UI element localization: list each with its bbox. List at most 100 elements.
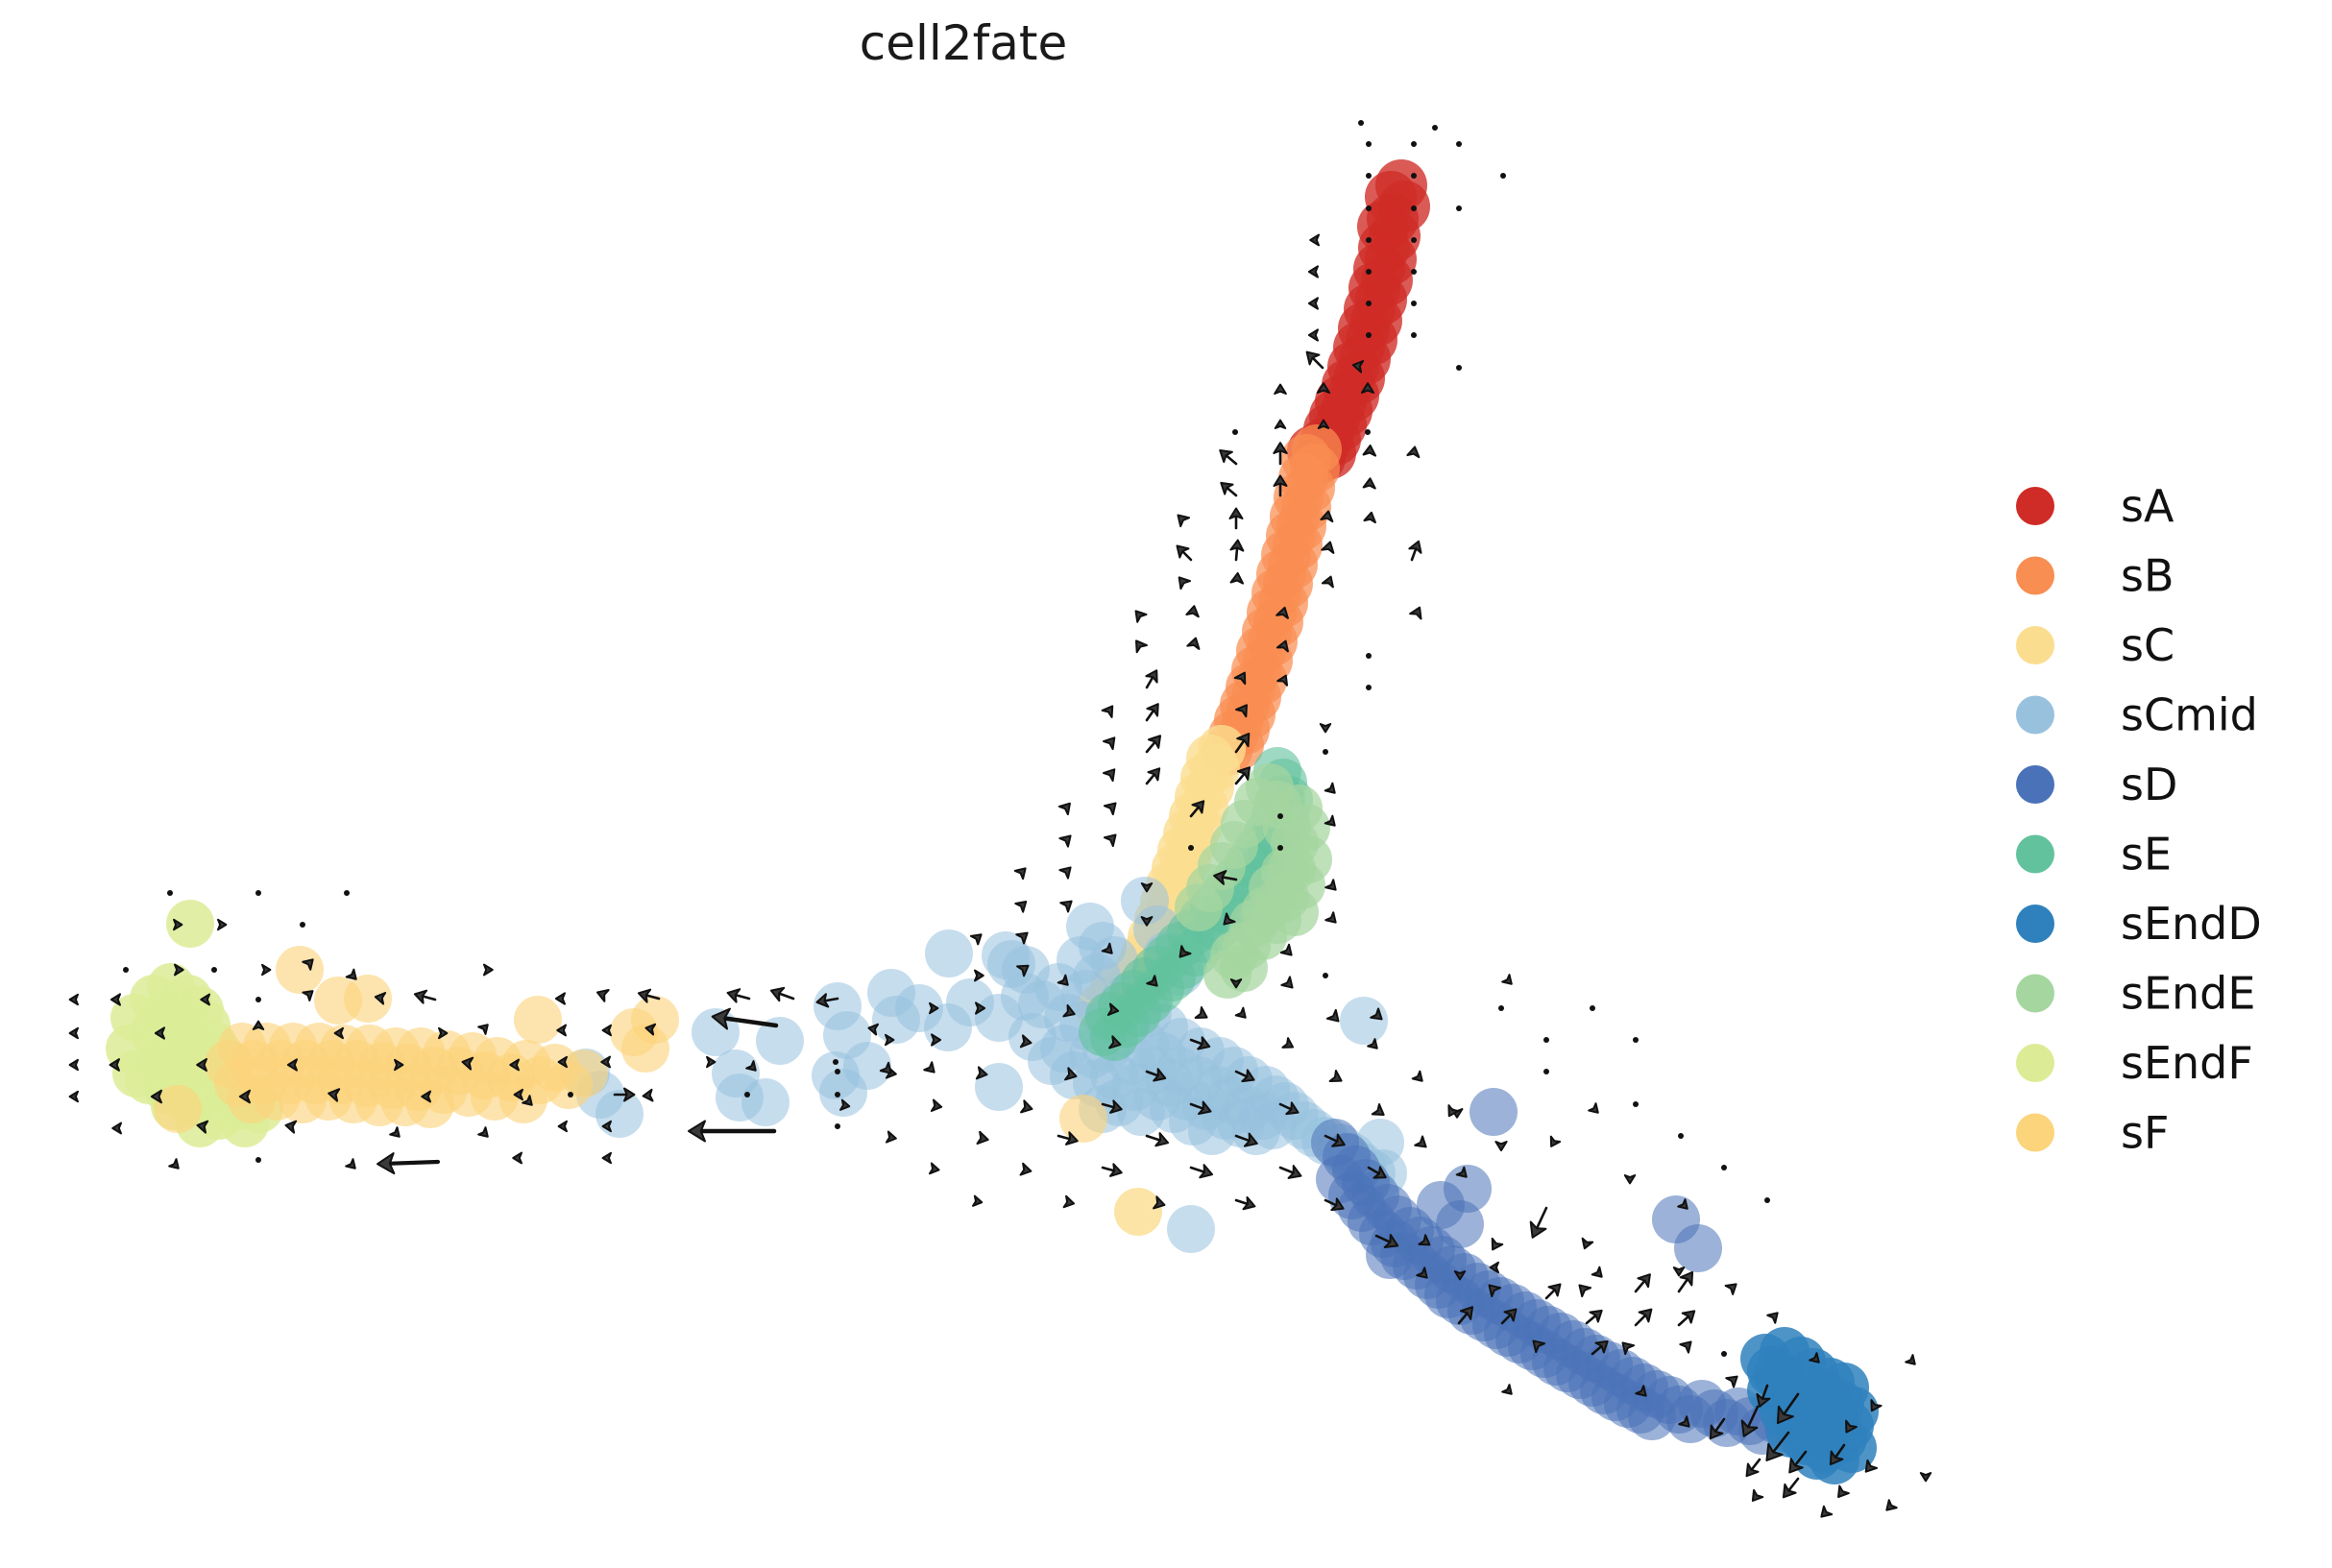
velocity-arrow: [174, 963, 184, 977]
velocity-arrow: [1275, 639, 1289, 653]
velocity-dot: [1678, 1133, 1684, 1139]
scatter-point: [621, 1025, 669, 1073]
velocity-dot: [255, 997, 261, 1002]
velocity-arrow: [1585, 1309, 1603, 1325]
velocity-arrow: [923, 1061, 935, 1073]
velocity-arrow: [477, 1126, 489, 1138]
velocity-arrow: [1101, 1099, 1123, 1114]
velocity-dot: [1543, 1037, 1549, 1043]
scatter-point: [1175, 883, 1223, 931]
velocity-arrow: [1317, 419, 1330, 429]
velocity-arrow: [972, 1194, 984, 1207]
velocity-arrow: [885, 1130, 897, 1144]
scatter-point: [1059, 1095, 1107, 1143]
scatter-point: [1366, 1231, 1414, 1279]
velocity-arrow: [513, 1088, 523, 1101]
velocity-arrow: [1178, 945, 1192, 958]
velocity-arrow: [1776, 1392, 1800, 1425]
velocity-dot: [1323, 973, 1328, 978]
velocity-arrow: [1145, 767, 1161, 785]
legend-label-sEndF: sEndF: [2121, 1037, 2253, 1089]
velocity-arrow: [1234, 1069, 1255, 1083]
velocity-dot: [1411, 269, 1417, 275]
velocity-arrow: [601, 1024, 612, 1037]
velocity-arrow: [1414, 1135, 1427, 1148]
velocity-arrow: [1745, 1458, 1761, 1478]
velocity-arrow: [68, 993, 79, 1006]
legend-item-sC: sC: [2016, 619, 2174, 671]
velocity-arrow: [1178, 576, 1192, 591]
velocity-arrow: [252, 1020, 265, 1030]
velocity-arrow: [1782, 1477, 1800, 1499]
velocity-arrow: [302, 958, 314, 971]
velocity-arrow: [1235, 704, 1248, 718]
velocity-arrow: [1756, 1384, 1771, 1408]
velocity-arrow: [1829, 1443, 1846, 1466]
velocity-arrow: [1328, 1070, 1343, 1082]
velocity-arrow: [1320, 510, 1334, 523]
velocity-arrow: [1057, 1131, 1079, 1146]
velocity-arrow: [109, 993, 121, 1006]
velocity-arrow: [1677, 1270, 1694, 1293]
legend-swatch-sA: [2016, 487, 2054, 525]
velocity-arrow: [557, 1055, 568, 1069]
velocity-arrow: [975, 1001, 986, 1015]
velocity-dot: [1721, 1351, 1727, 1357]
velocity-arrow: [642, 1088, 654, 1102]
velocity-arrow: [1709, 1417, 1726, 1440]
velocity-arrow: [1870, 1399, 1883, 1412]
scatter-point: [344, 975, 392, 1023]
velocity-arrow: [1489, 1261, 1499, 1274]
velocity-arrow: [1677, 1310, 1696, 1327]
velocity-arrow: [1766, 1312, 1779, 1324]
velocity-arrow: [557, 1120, 568, 1133]
velocity-dot: [167, 890, 173, 896]
velocity-arrow: [974, 969, 984, 982]
scatter-point: [1203, 951, 1251, 999]
legend-label-sEndD: sEndD: [2121, 898, 2262, 950]
velocity-dot: [300, 922, 305, 928]
velocity-arrow: [1057, 974, 1069, 986]
velocity-arrow: [1176, 544, 1193, 562]
legend-swatch-sF: [2016, 1113, 2054, 1152]
velocity-arrow: [302, 990, 314, 1001]
velocity-arrow: [1360, 382, 1375, 394]
velocity-dot: [568, 1092, 573, 1098]
velocity-arrow: [1457, 1306, 1474, 1325]
scatter-point: [1340, 997, 1388, 1045]
velocity-quiver-layer: [68, 120, 1932, 1518]
legend-item-sEndF: sEndF: [2016, 1037, 2253, 1089]
velocity-arrow: [1275, 606, 1289, 619]
velocity-arrow: [745, 1060, 757, 1072]
legend-item-sEndD: sEndD: [2016, 898, 2262, 950]
velocity-arrow: [1278, 1101, 1300, 1116]
velocity-arrow: [1058, 866, 1072, 880]
velocity-arrow: [688, 1120, 777, 1143]
velocity-arrow: [509, 1058, 520, 1072]
velocity-arrow: [377, 1152, 441, 1175]
velocity-arrow: [1194, 1006, 1208, 1019]
velocity-arrow: [1101, 705, 1114, 718]
velocity-arrow: [345, 1158, 356, 1170]
velocity-arrow: [1529, 1206, 1548, 1239]
velocity-arrow: [1501, 1384, 1513, 1395]
velocity-arrow: [413, 989, 437, 1004]
velocity-arrow: [1532, 1339, 1546, 1354]
legend-label-sCmid: sCmid: [2121, 689, 2258, 741]
velocity-arrow: [613, 1087, 636, 1102]
velocity-arrow: [1370, 1007, 1383, 1021]
velocity-arrow: [1845, 1419, 1858, 1434]
velocity-arrow: [1274, 383, 1287, 395]
velocity-dot: [1764, 1197, 1770, 1203]
velocity-arrow: [1213, 870, 1238, 885]
velocity-arrow: [1623, 1174, 1637, 1185]
velocity-arrow: [1019, 1034, 1032, 1049]
velocity-dot: [1456, 205, 1462, 211]
legend-label-sE: sE: [2121, 829, 2172, 880]
scatter-point: [595, 1090, 644, 1138]
velocity-arrow: [711, 1007, 779, 1030]
velocity-arrow: [154, 1026, 165, 1040]
velocity-arrow: [1549, 1135, 1562, 1147]
velocity-dot: [1590, 1005, 1595, 1011]
